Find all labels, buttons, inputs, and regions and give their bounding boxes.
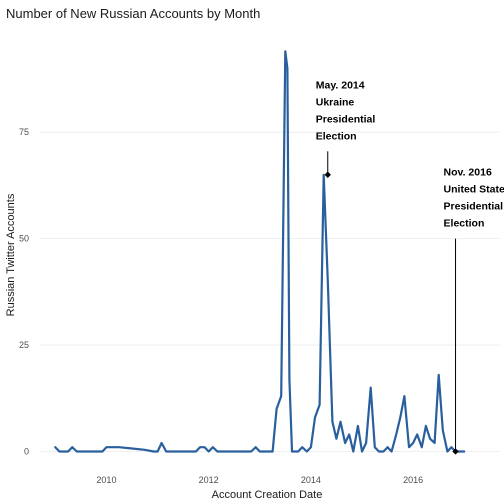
annotation-label: Election	[444, 218, 485, 230]
annotation-label: Ukraine	[316, 96, 355, 108]
x-tick-label: 2014	[301, 475, 321, 485]
annotation-marker	[452, 448, 459, 455]
y-tick-label: 25	[19, 340, 29, 350]
annotation-label: Nov. 2016	[444, 167, 492, 179]
x-tick-label: 2016	[403, 475, 423, 485]
chart-title: Number of New Russian Accounts by Month	[6, 6, 260, 21]
annotation-label: Presidential	[444, 201, 504, 213]
series-line-0	[54, 50, 466, 453]
x-axis-title: Account Creation Date	[212, 489, 323, 501]
x-tick-label: 2012	[199, 475, 219, 485]
annotation-layer: May. 2014 Ukraine Presidential Election Nov.…	[316, 79, 504, 455]
y-tick-labels: 0 25 50 75	[19, 127, 29, 456]
annotation-marker	[324, 171, 331, 178]
annotation-label: May. 2014	[316, 79, 365, 91]
annotation-label: Presidential	[316, 113, 376, 125]
y-tick-label: 75	[19, 127, 29, 137]
grid-layer	[40, 131, 500, 452]
y-tick-label: 50	[19, 234, 29, 244]
x-tick-label: 2010	[96, 475, 116, 485]
y-axis-title: Russian Twitter Accounts	[5, 193, 17, 316]
y-tick-label: 0	[24, 446, 29, 456]
x-tick-labels: 2010 2012 2014 2016	[96, 475, 423, 485]
series-layer	[54, 50, 466, 453]
annotation-label: Election	[316, 130, 357, 142]
annotation-label: United States	[444, 184, 504, 196]
